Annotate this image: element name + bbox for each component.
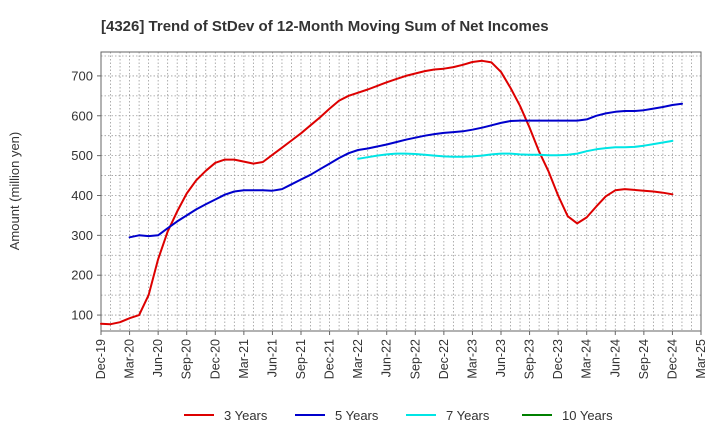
legend: 3 Years 5 Years 7 Years 10 Years bbox=[184, 408, 613, 423]
x-tick-label: Dec-24 bbox=[665, 339, 679, 379]
x-tick-label: Dec-23 bbox=[551, 339, 565, 379]
legend-label-2: 5 Years bbox=[335, 408, 379, 423]
x-tick-label: Dec-20 bbox=[208, 339, 222, 379]
y-tick-label: 100 bbox=[71, 308, 93, 323]
x-tick-label: Sep-23 bbox=[523, 339, 537, 379]
x-tick-label: Mar-21 bbox=[237, 339, 251, 379]
x-tick-label: Dec-21 bbox=[323, 339, 337, 379]
y-tick-label: 500 bbox=[71, 148, 93, 163]
plot-frame bbox=[100, 51, 702, 332]
x-tick-label: Mar-23 bbox=[465, 339, 479, 379]
x-tick-label: Jun-20 bbox=[151, 339, 165, 377]
y-axis-label: Amount (million yen) bbox=[7, 132, 22, 251]
grid bbox=[101, 52, 701, 331]
x-tick-label: Jun-23 bbox=[494, 339, 508, 377]
series-line-1 bbox=[100, 59, 674, 326]
x-tick-label: Dec-19 bbox=[94, 339, 108, 379]
x-tick-label: Jun-21 bbox=[265, 339, 279, 377]
y-tick-label: 200 bbox=[71, 268, 93, 283]
x-tick-label: Jun-24 bbox=[608, 339, 622, 377]
y-tick-label: 600 bbox=[71, 108, 93, 123]
legend-label-4: 10 Years bbox=[562, 408, 613, 423]
x-tick-label: Sep-24 bbox=[637, 339, 651, 379]
series-lines bbox=[100, 59, 683, 326]
x-tick-label: Mar-22 bbox=[351, 339, 365, 379]
y-axis-ticks: 100 200 300 400 500 600 700 bbox=[71, 68, 101, 323]
x-tick-label: Mar-25 bbox=[694, 339, 708, 379]
legend-label-3: 7 Years bbox=[446, 408, 490, 423]
y-tick-label: 700 bbox=[71, 68, 93, 83]
series-line-2 bbox=[128, 102, 683, 239]
legend-label-1: 3 Years bbox=[224, 408, 268, 423]
x-tick-label: Mar-20 bbox=[123, 339, 137, 379]
y-tick-label: 300 bbox=[71, 228, 93, 243]
y-tick-label: 400 bbox=[71, 188, 93, 203]
x-tick-label: Jun-22 bbox=[380, 339, 394, 377]
x-tick-label: Dec-22 bbox=[437, 339, 451, 379]
chart-title: [4326] Trend of StDev of 12-Month Moving… bbox=[101, 18, 549, 35]
x-axis-ticks: Dec-19 Mar-20 Jun-20 Sep-20 Dec-20 Mar-21 Jun-… bbox=[94, 331, 708, 379]
x-tick-label: Sep-20 bbox=[180, 339, 194, 379]
x-tick-label: Mar-24 bbox=[580, 339, 594, 379]
x-tick-label: Sep-22 bbox=[408, 339, 422, 379]
series-line-3 bbox=[357, 139, 674, 160]
x-tick-label: Sep-21 bbox=[294, 339, 308, 379]
